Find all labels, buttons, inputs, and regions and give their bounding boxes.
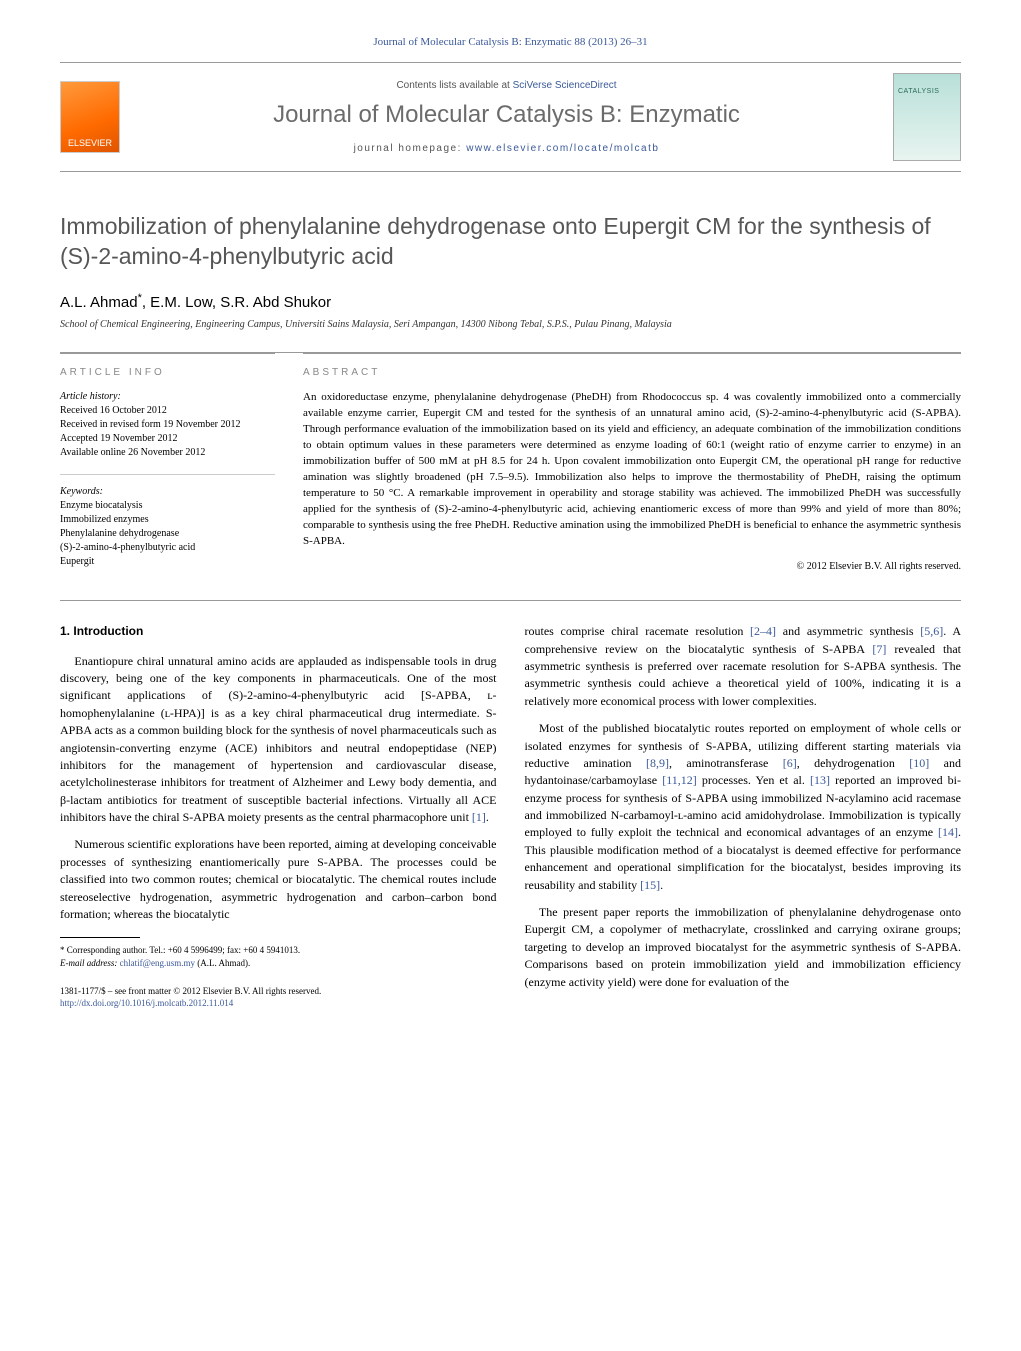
keyword: Immobilized enzymes (60, 514, 149, 525)
keywords-block: Keywords: Enzyme biocatalysis Immobilize… (60, 474, 275, 569)
issn-line: 1381-1177/$ – see front matter © 2012 El… (60, 986, 321, 996)
author-1: A.L. Ahmad (60, 294, 138, 311)
abstract-block: abstract An oxidoreductase enzyme, pheny… (303, 353, 961, 574)
affiliation: School of Chemical Engineering, Engineer… (60, 319, 961, 330)
history-block: Article history: Received 16 October 201… (60, 390, 275, 460)
body-paragraph: routes comprise chiral racemate resoluti… (525, 623, 962, 710)
article-title: Immobilization of phenylalanine dehydrog… (60, 212, 961, 272)
contents-line: Contents lists available at SciVerse Sci… (120, 80, 893, 91)
p4b: , aminotransferase (669, 756, 783, 770)
citation-link[interactable]: [8,9] (646, 756, 669, 770)
article-info-sidebar: article info Article history: Received 1… (60, 353, 275, 574)
footnote-corr: * Corresponding author. Tel.: +60 4 5996… (60, 945, 300, 955)
citation-link[interactable]: [1] (472, 810, 486, 824)
running-citation: Journal of Molecular Catalysis B: Enzyma… (60, 36, 961, 48)
body-paragraph: Most of the published biocatalytic route… (525, 720, 962, 894)
abstract-copyright: © 2012 Elsevier B.V. All rights reserved… (303, 560, 961, 575)
citation-link[interactable]: [11,12] (662, 773, 697, 787)
history-received: Received 16 October 2012 (60, 405, 167, 416)
masthead-center: Contents lists available at SciVerse Sci… (120, 80, 893, 154)
email-suffix: (A.L. Ahmad). (195, 958, 250, 968)
p3b: and asymmetric synthesis (776, 624, 920, 638)
body-paragraph: Numerous scientific explorations have be… (60, 836, 497, 923)
citation-link[interactable]: [2–4] (750, 624, 776, 638)
email-label: E-mail address: (60, 958, 120, 968)
contents-prefix: Contents lists available at (396, 80, 512, 91)
citation-link[interactable]: [5,6] (920, 624, 943, 638)
sciencedirect-link[interactable]: SciVerse ScienceDirect (513, 80, 617, 91)
corresponding-email[interactable]: chlatif@eng.usm.my (120, 958, 195, 968)
p4c: , dehydrogenation (797, 756, 909, 770)
doi-link[interactable]: http://dx.doi.org/10.1016/j.molcatb.2012… (60, 998, 233, 1008)
history-online: Available online 26 November 2012 (60, 447, 205, 458)
citation-link[interactable]: [13] (810, 773, 830, 787)
citation-link[interactable]: [7] (872, 642, 886, 656)
homepage-prefix: journal homepage: (354, 143, 467, 154)
article-info-heading: article info (60, 366, 275, 380)
section-title: Introduction (73, 624, 143, 638)
journal-cover-thumbnail (893, 73, 961, 161)
page-root: Journal of Molecular Catalysis B: Enzyma… (0, 0, 1021, 1049)
keyword: Phenylalanine dehydrogenase (60, 528, 179, 539)
citation-link[interactable]: [10] (909, 756, 929, 770)
section-number: 1. (60, 624, 70, 638)
p4e: processes. Yen et al. (697, 773, 810, 787)
p3a: routes comprise chiral racemate resoluti… (525, 624, 751, 638)
meta-row: article info Article history: Received 1… (60, 352, 961, 574)
body-columns: 1. Introduction Enantiopure chiral unnat… (60, 600, 961, 1009)
body-paragraph: Enantiopure chiral unnatural amino acids… (60, 653, 497, 827)
keyword: (S)-2-amino-4-phenylbutyric acid (60, 542, 195, 553)
abstract-text: An oxidoreductase enzyme, phenylalanine … (303, 390, 961, 549)
journal-name: Journal of Molecular Catalysis B: Enzyma… (120, 101, 893, 129)
history-accepted: Accepted 19 November 2012 (60, 433, 177, 444)
masthead: ELSEVIER Contents lists available at Sci… (60, 62, 961, 172)
abstract-heading: abstract (303, 366, 961, 381)
corresponding-footnote: * Corresponding author. Tel.: +60 4 5996… (60, 944, 497, 968)
section-heading-1: 1. Introduction (60, 623, 497, 640)
authors-rest: , E.M. Low, S.R. Abd Shukor (142, 294, 331, 311)
p1-end: . (486, 810, 489, 824)
keyword: Eupergit (60, 556, 94, 567)
elsevier-logo: ELSEVIER (60, 81, 120, 153)
history-label: Article history: (60, 391, 121, 402)
keyword: Enzyme biocatalysis (60, 500, 142, 511)
p1-text: Enantiopure chiral unnatural amino acids… (60, 654, 497, 825)
history-revised: Received in revised form 19 November 201… (60, 419, 241, 430)
homepage-line: journal homepage: www.elsevier.com/locat… (120, 143, 893, 154)
citation-link[interactable]: [14] (938, 825, 958, 839)
p4h: . (660, 878, 663, 892)
body-paragraph: The present paper reports the immobiliza… (525, 904, 962, 991)
p5-text: The present paper reports the immobiliza… (525, 905, 962, 989)
homepage-link[interactable]: www.elsevier.com/locate/molcatb (466, 143, 659, 154)
footnote-separator (60, 937, 140, 938)
authors-line: A.L. Ahmad*, E.M. Low, S.R. Abd Shukor (60, 292, 961, 311)
citation-link[interactable]: [15] (640, 878, 660, 892)
citation-link[interactable]: [6] (783, 756, 797, 770)
p2-text: Numerous scientific explorations have be… (60, 837, 497, 921)
footer-block: 1381-1177/$ – see front matter © 2012 El… (60, 985, 497, 1009)
keywords-label: Keywords: (60, 486, 103, 497)
